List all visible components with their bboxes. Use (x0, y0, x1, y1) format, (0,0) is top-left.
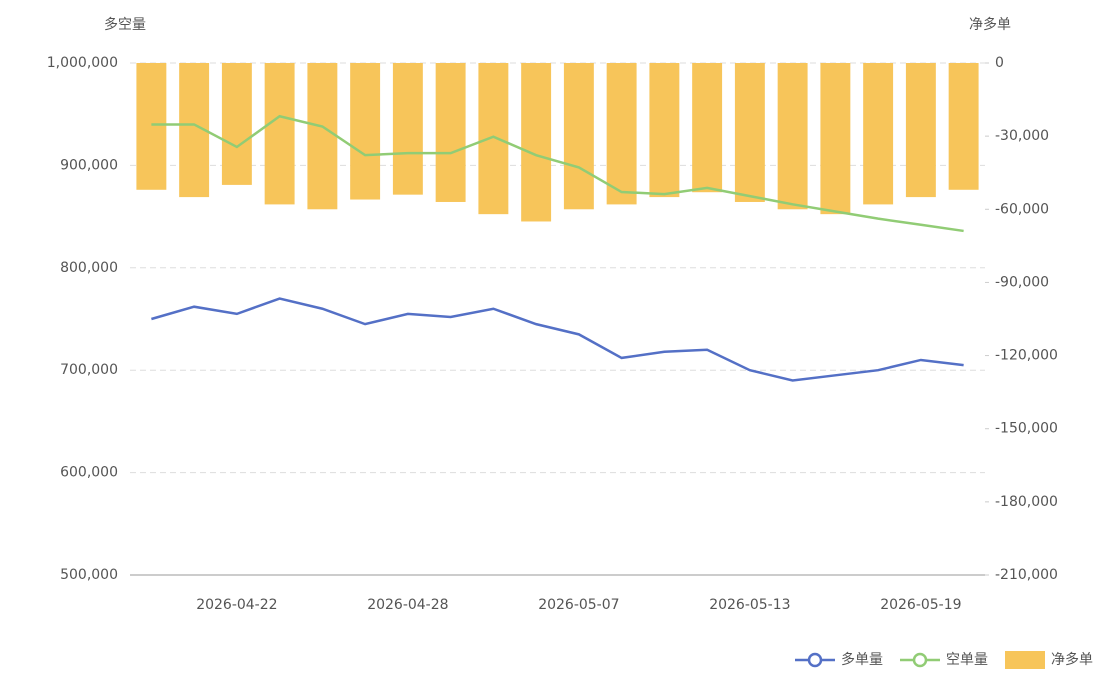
y-tick-label: 1,000,000 (47, 55, 118, 71)
bar (393, 63, 423, 195)
x-tick-label: 2026-05-07 (538, 597, 619, 613)
y2-axis-title: 净多单 (969, 16, 1011, 33)
bar (265, 63, 295, 204)
y2-tick-label: -150,000 (995, 421, 1058, 437)
bar (692, 63, 722, 192)
bar (778, 63, 808, 209)
y2-tick-label: -90,000 (995, 274, 1049, 290)
y2-tick-label: -210,000 (995, 567, 1058, 583)
line (151, 299, 963, 381)
legend-label: 空单量 (946, 652, 988, 668)
bar (735, 63, 765, 202)
y-tick-label: 600,000 (60, 465, 118, 481)
y-axis-title: 多空量 (104, 16, 146, 33)
x-tick-label: 2026-05-13 (709, 597, 790, 613)
y2-tick-label: -30,000 (995, 128, 1049, 144)
bar (564, 63, 594, 209)
y-tick-label: 900,000 (60, 157, 118, 173)
x-tick-label: 2026-04-28 (367, 597, 448, 613)
y2-tick-label: -120,000 (995, 348, 1058, 364)
y2-tick-label: -180,000 (995, 494, 1058, 510)
x-tick-label: 2026-04-22 (196, 597, 277, 613)
bar (521, 63, 551, 221)
legend-marker (809, 654, 821, 666)
bar (350, 63, 380, 200)
legend-marker (914, 654, 926, 666)
legend-label: 多单量 (841, 651, 883, 668)
bar (436, 63, 466, 202)
y-tick-label: 700,000 (60, 362, 118, 378)
chart: 多空量 净多单 500,000 600,000 700,000 800,000 900,… (0, 0, 1109, 681)
y2-tick-label: 0 (995, 55, 1004, 71)
bar (307, 63, 337, 209)
bar (649, 63, 679, 197)
y2-tick-label: -60,000 (995, 201, 1049, 217)
bar (136, 63, 166, 190)
bar (222, 63, 252, 185)
x-tick-label: 2026-05-19 (880, 597, 961, 613)
legend-swatch (1005, 651, 1045, 669)
bar (607, 63, 637, 204)
y-tick-label: 800,000 (60, 260, 118, 276)
bar (863, 63, 893, 204)
bar (949, 63, 979, 190)
legend-label: 净多单 (1051, 651, 1093, 668)
y-tick-label: 500,000 (60, 567, 118, 583)
bar (906, 63, 936, 197)
bar (478, 63, 508, 214)
bar (820, 63, 850, 214)
